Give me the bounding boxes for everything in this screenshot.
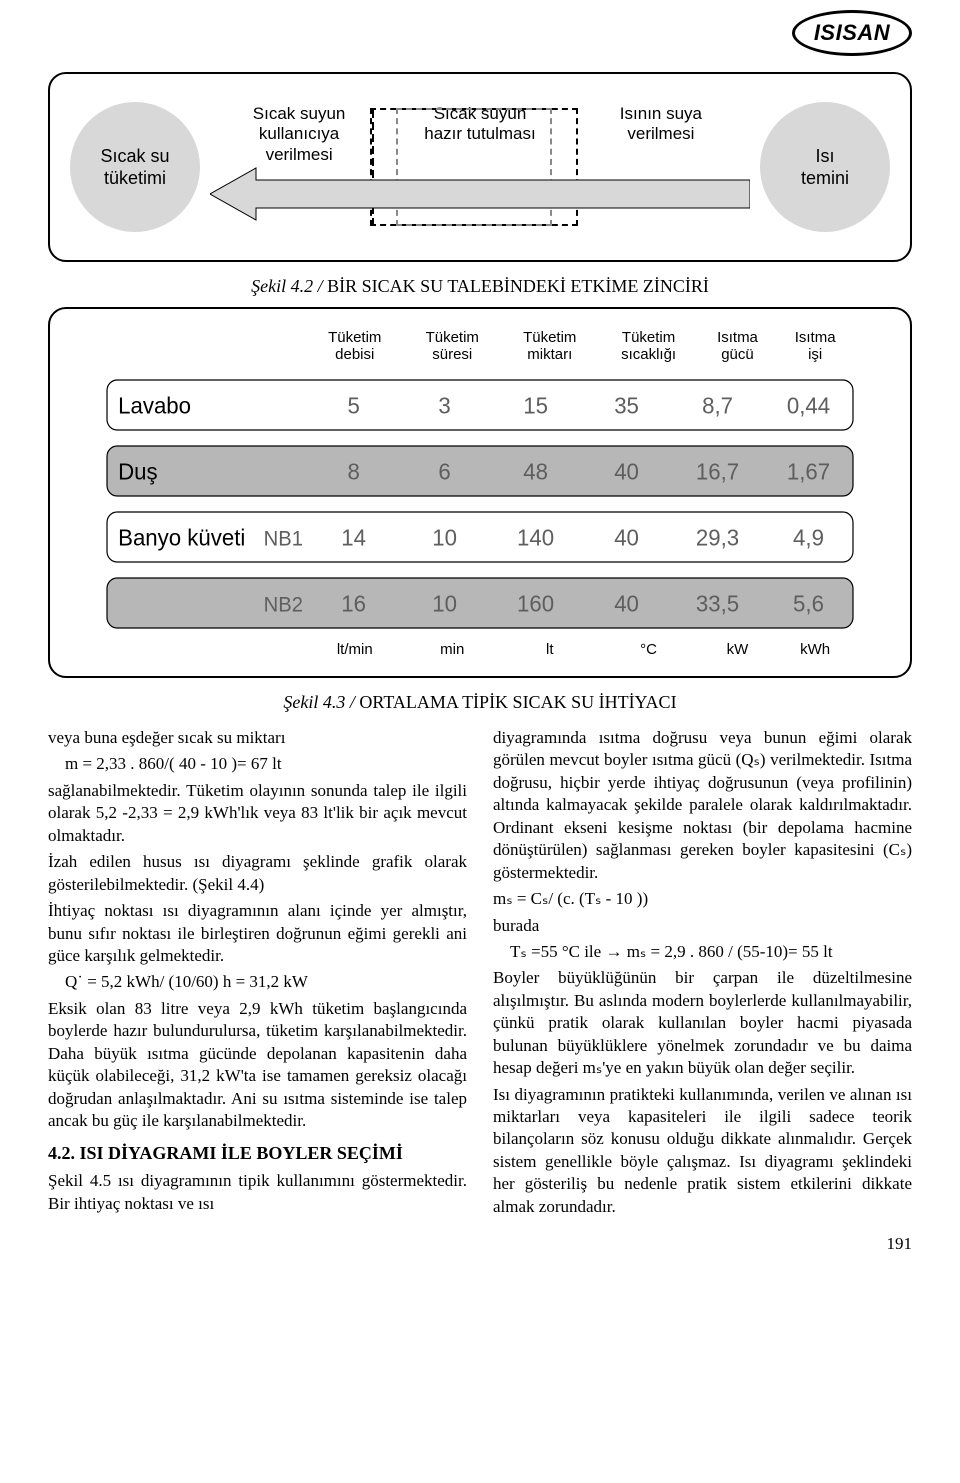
table-units-row: lt/minminlt°CkWkWh	[106, 639, 854, 668]
svg-text:10: 10	[432, 591, 457, 616]
svg-text:140: 140	[517, 525, 554, 550]
svg-text:35: 35	[614, 393, 639, 418]
svg-text:8,7: 8,7	[702, 393, 733, 418]
body-paragraph: Eksik olan 83 litre veya 2,9 kWh tüketim…	[48, 998, 467, 1133]
body-paragraph: İhtiyaç noktası ısı diyagramının alanı i…	[48, 900, 467, 967]
svg-text:NB1: NB1	[264, 527, 303, 550]
caption-prefix: Şekil 4.2 /	[251, 276, 327, 296]
body-paragraph: diyagramında ısıtma doğrusu veya bunun e…	[493, 727, 912, 884]
svg-text:0,44: 0,44	[787, 393, 830, 418]
table-header: Tüketim debisi	[306, 327, 404, 375]
svg-text:48: 48	[523, 459, 548, 484]
svg-text:NB2: NB2	[264, 593, 303, 616]
table-unit: lt	[501, 639, 599, 668]
table-caption: Şekil 4.3 / ORTALAMA TİPİK SICAK SU İHTİ…	[48, 692, 912, 713]
body-column-right: diyagramında ısıtma doğrusu veya bunun e…	[493, 727, 912, 1222]
svg-text:8: 8	[347, 459, 359, 484]
body-paragraph: burada	[493, 915, 912, 937]
body-paragraph: veya buna eşdeğer sıcak su miktarı	[48, 727, 467, 749]
caption-text: BİR SICAK SU TALEBİNDEKİ ETKİME ZİNCİRİ	[327, 276, 709, 296]
svg-text:1,67: 1,67	[787, 459, 830, 484]
table-header: Tüketim sıcaklığı	[599, 327, 699, 375]
table-unit: lt/min	[306, 639, 404, 668]
svg-text:3: 3	[438, 393, 450, 418]
svg-text:Banyo küveti: Banyo küveti	[118, 525, 245, 550]
svg-text:15: 15	[523, 393, 548, 418]
svg-text:16: 16	[341, 591, 366, 616]
body-paragraph: Q˙ = 5,2 kWh/ (10/60) h = 31,2 kW	[48, 971, 467, 993]
body-paragraph: Şekil 4.5 ısı diyagramının tipik kullanı…	[48, 1170, 467, 1215]
table-row: NB2 16 10 160 40 33,5 5,6	[106, 573, 854, 639]
body-paragraph: mₛ = Cₛ/ (c. (Tₛ - 10 ))	[493, 888, 912, 910]
diagram-frame: Sıcak su tüketimi Isı temini Sıcak suyun…	[48, 72, 912, 262]
table-unit: °C	[599, 639, 699, 668]
svg-text:29,3: 29,3	[696, 525, 739, 550]
svg-text:Lavabo: Lavabo	[118, 393, 191, 418]
svg-text:4,9: 4,9	[793, 525, 824, 550]
svg-text:40: 40	[614, 591, 639, 616]
svg-text:33,5: 33,5	[696, 591, 739, 616]
table-row: Lavabo 5 3 15 35 8,7 0,44	[106, 375, 854, 441]
body-paragraph: Boyler büyüklüğünün bir çarpan ile düzel…	[493, 967, 912, 1079]
svg-text:6: 6	[438, 459, 450, 484]
caption-text: ORTALAMA TİPİK SICAK SU İHTİYACI	[359, 692, 676, 712]
svg-text:5: 5	[347, 393, 359, 418]
body-paragraph: m = 2,33 . 860/( 40 - 10 )= 67 lt	[48, 753, 467, 775]
table-unit: kW	[699, 639, 777, 668]
table-header: Tüketim süresi	[404, 327, 502, 375]
svg-text:5,6: 5,6	[793, 591, 824, 616]
body-paragraph: Tₛ =55 °C ile → mₛ = 2,9 . 860 / (55-10)…	[493, 941, 912, 963]
table-header: Tüketim miktarı	[501, 327, 599, 375]
svg-text:14: 14	[341, 525, 366, 550]
brand-logo: ISISAN	[792, 10, 912, 56]
table-header: Isıtma gücü	[699, 327, 777, 375]
table-header: Isıtma işi	[776, 327, 854, 375]
body-paragraph: İzah edilen husus ısı diyagramı şeklinde…	[48, 851, 467, 896]
diagram-caption: Şekil 4.2 / BİR SICAK SU TALEBİNDEKİ ETK…	[48, 276, 912, 297]
diagram-node-label: Isı temini	[801, 145, 849, 190]
svg-text:40: 40	[614, 525, 639, 550]
svg-text:Duş: Duş	[118, 459, 158, 484]
diagram-node-supply: Isı temini	[760, 102, 890, 232]
svg-text:40: 40	[614, 459, 639, 484]
body-paragraph: Isı diyagramının pratikteki kullanımında…	[493, 1084, 912, 1219]
svg-text:160: 160	[517, 591, 554, 616]
table-unit: min	[404, 639, 502, 668]
body-text: veya buna eşdeğer sıcak su miktarı m = 2…	[48, 727, 912, 1222]
body-paragraph: sağlanabilmektedir. Tüketim olayının son…	[48, 780, 467, 847]
caption-prefix: Şekil 4.3 /	[283, 692, 359, 712]
body-column-left: veya buna eşdeğer sıcak su miktarı m = 2…	[48, 727, 467, 1222]
svg-text:16,7: 16,7	[696, 459, 739, 484]
diagram-node-label: Sıcak su tüketimi	[100, 145, 169, 190]
diagram-arrow	[210, 104, 750, 234]
svg-text:10: 10	[432, 525, 457, 550]
table-row: Banyo küveti NB1 14 10 140 40 29,3 4,9	[106, 507, 854, 573]
table-unit: kWh	[776, 639, 854, 668]
diagram-node-consumption: Sıcak su tüketimi	[70, 102, 200, 232]
table-frame: Tüketim debisi Tüketim süresi Tüketim mi…	[48, 307, 912, 678]
page-number: 191	[48, 1234, 912, 1254]
table-row: Duş 8 6 48 40 16,7 1,67	[106, 441, 854, 507]
section-heading: 4.2. ISI DİYAGRAMI İLE BOYLER SEÇİMİ	[48, 1142, 467, 1166]
performance-table: Tüketim debisi Tüketim süresi Tüketim mi…	[106, 327, 854, 668]
